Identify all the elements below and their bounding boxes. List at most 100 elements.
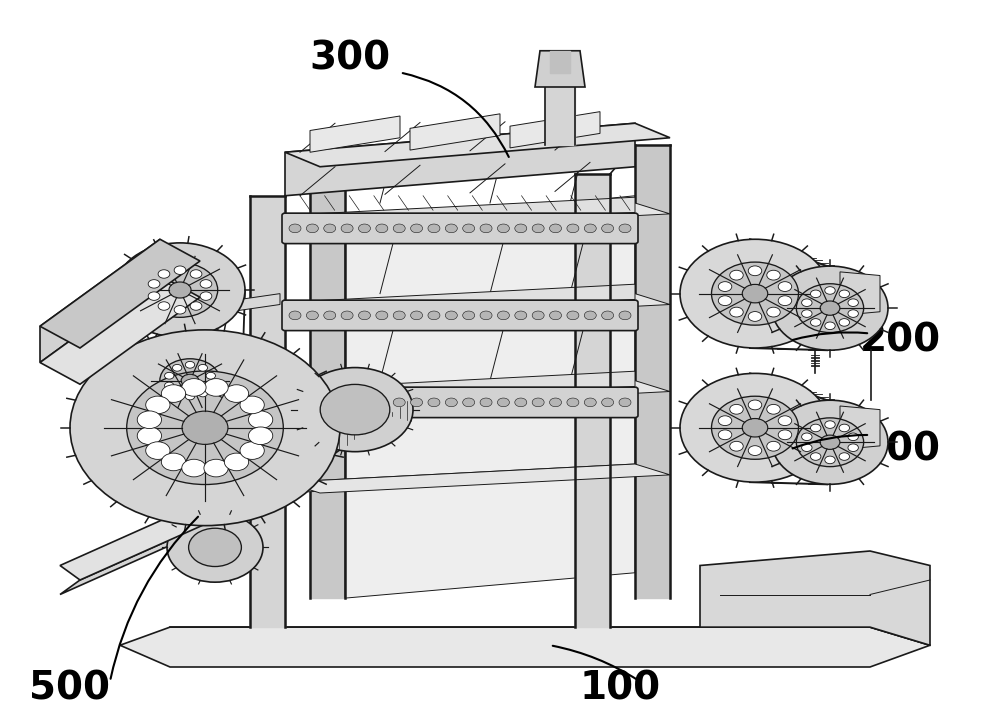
Circle shape — [376, 224, 388, 233]
Polygon shape — [230, 439, 280, 457]
Circle shape — [224, 385, 249, 402]
Polygon shape — [285, 371, 635, 405]
Circle shape — [767, 270, 780, 280]
Circle shape — [185, 361, 195, 368]
Circle shape — [778, 430, 792, 439]
Circle shape — [584, 398, 596, 407]
Circle shape — [165, 373, 174, 379]
Circle shape — [393, 224, 405, 233]
Circle shape — [181, 374, 199, 387]
Polygon shape — [60, 522, 210, 594]
Circle shape — [172, 365, 182, 371]
Circle shape — [240, 396, 264, 414]
Polygon shape — [410, 114, 500, 150]
Circle shape — [358, 224, 370, 233]
Polygon shape — [40, 239, 160, 362]
Polygon shape — [285, 294, 670, 323]
Circle shape — [602, 398, 614, 407]
Circle shape — [497, 224, 509, 233]
Circle shape — [206, 382, 215, 389]
Circle shape — [778, 296, 792, 305]
Circle shape — [172, 390, 182, 397]
Text: 500: 500 — [30, 670, 110, 708]
Circle shape — [182, 378, 206, 397]
Circle shape — [306, 224, 318, 233]
Circle shape — [248, 411, 273, 428]
Circle shape — [748, 312, 762, 321]
Circle shape — [480, 398, 492, 407]
FancyBboxPatch shape — [282, 300, 638, 331]
Polygon shape — [840, 406, 880, 450]
Circle shape — [127, 371, 283, 484]
Circle shape — [428, 224, 440, 233]
FancyBboxPatch shape — [282, 213, 638, 244]
FancyArrowPatch shape — [793, 435, 867, 449]
Circle shape — [730, 307, 743, 317]
Circle shape — [515, 398, 527, 407]
FancyArrowPatch shape — [403, 73, 509, 157]
Circle shape — [802, 299, 812, 307]
Circle shape — [341, 311, 353, 320]
Circle shape — [146, 396, 170, 414]
Text: 200: 200 — [859, 322, 941, 360]
Circle shape — [393, 398, 405, 407]
Circle shape — [463, 311, 475, 320]
Circle shape — [161, 453, 186, 471]
Circle shape — [810, 290, 821, 298]
Circle shape — [204, 459, 228, 477]
Circle shape — [839, 318, 850, 326]
Circle shape — [174, 266, 186, 275]
Circle shape — [480, 224, 492, 233]
Circle shape — [584, 311, 596, 320]
Circle shape — [138, 343, 242, 418]
Circle shape — [200, 292, 212, 300]
Circle shape — [718, 282, 732, 291]
FancyArrowPatch shape — [793, 332, 867, 340]
Circle shape — [515, 224, 527, 233]
Circle shape — [148, 280, 160, 288]
Circle shape — [224, 453, 249, 471]
Circle shape — [848, 444, 858, 452]
Circle shape — [712, 396, 798, 460]
Circle shape — [532, 398, 544, 407]
Polygon shape — [285, 294, 635, 323]
Circle shape — [182, 411, 228, 444]
Circle shape — [619, 224, 631, 233]
Circle shape — [206, 373, 215, 379]
Circle shape — [802, 310, 812, 318]
Circle shape — [165, 382, 174, 389]
Circle shape — [411, 398, 423, 407]
Circle shape — [730, 405, 743, 414]
Circle shape — [115, 243, 245, 337]
Circle shape — [341, 398, 353, 407]
Polygon shape — [120, 627, 930, 667]
Polygon shape — [510, 112, 600, 148]
Circle shape — [810, 452, 821, 460]
Circle shape — [169, 282, 191, 298]
FancyArrowPatch shape — [111, 517, 198, 679]
Circle shape — [160, 359, 220, 402]
Polygon shape — [285, 381, 635, 410]
Circle shape — [445, 398, 457, 407]
Circle shape — [411, 224, 423, 233]
Text: 300: 300 — [309, 39, 391, 77]
Circle shape — [411, 311, 423, 320]
Polygon shape — [285, 203, 670, 232]
Circle shape — [189, 529, 241, 566]
Circle shape — [802, 433, 812, 441]
Circle shape — [289, 224, 301, 233]
Circle shape — [289, 311, 301, 320]
Circle shape — [376, 398, 388, 407]
Circle shape — [297, 368, 413, 452]
Circle shape — [767, 405, 780, 414]
Polygon shape — [535, 51, 585, 87]
Polygon shape — [40, 239, 200, 348]
Polygon shape — [285, 197, 635, 231]
Circle shape — [730, 442, 743, 451]
Circle shape — [204, 378, 228, 397]
Circle shape — [718, 430, 732, 439]
Circle shape — [820, 301, 840, 315]
Polygon shape — [285, 464, 670, 493]
Circle shape — [748, 400, 762, 410]
Circle shape — [393, 311, 405, 320]
